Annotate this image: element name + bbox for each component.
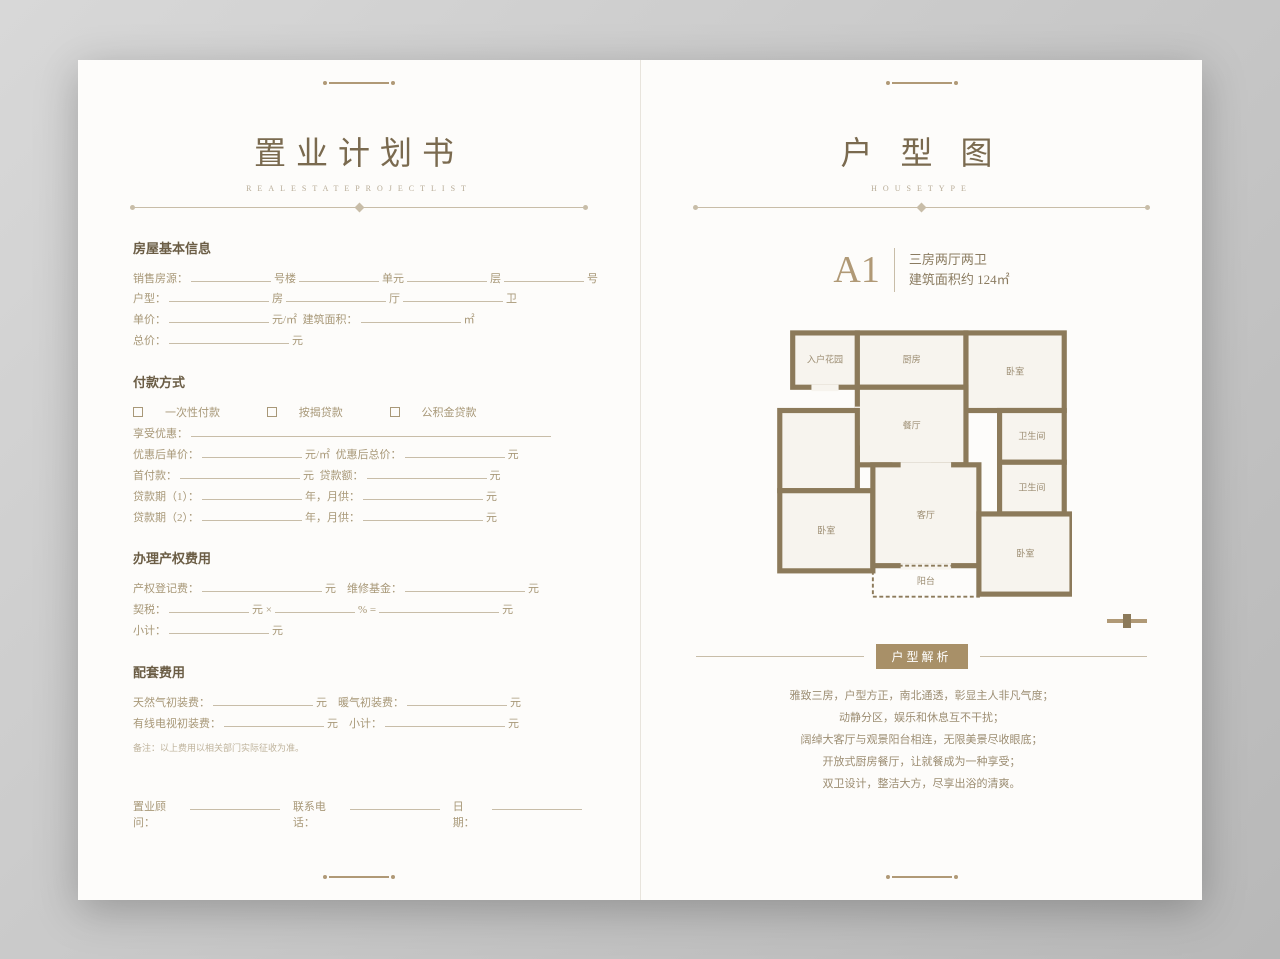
svg-text:卧室: 卧室 xyxy=(1006,365,1024,376)
description-line: 动静分区，娱乐和休息互不干扰； xyxy=(696,707,1147,729)
row-term1: 贷款期（1）：年，月供：元 xyxy=(133,487,585,508)
ornament-bottom xyxy=(329,876,389,878)
brochure-spread: 置业计划书 REALESTATEPROJECTLIST 房屋基本信息 销售房源：… xyxy=(78,60,1202,900)
svg-text:餐厅: 餐厅 xyxy=(902,419,920,430)
description-line: 开放式厨房餐厅，让就餐成为一种享受； xyxy=(696,751,1147,773)
row-tv-subtotal: 有线电视初装费：元 小计：元 xyxy=(133,714,585,735)
checkbox-icon[interactable] xyxy=(133,407,143,417)
unit-info: 三房两厅两卫 建筑面积约 124㎡ xyxy=(909,250,1010,289)
property-heading: 办理产权费用 xyxy=(133,548,585,567)
svg-text:卧室: 卧室 xyxy=(817,524,835,535)
basic-heading: 房屋基本信息 xyxy=(133,238,585,257)
row-total: 总价：元 xyxy=(133,331,585,352)
right-subtitle: HOUSETYPE xyxy=(696,184,1147,193)
footer-line: 置业顾问： 联系电话： 日期： xyxy=(133,798,585,830)
svg-text:厨房: 厨房 xyxy=(902,353,920,364)
svg-text:卧室: 卧室 xyxy=(1016,547,1034,558)
section-payment: 付款方式 一次性付款 按揭贷款 公积金贷款 享受优惠： 优惠后单价：元/㎡ 优惠… xyxy=(133,372,585,528)
rule-line xyxy=(696,207,1147,208)
payment-heading: 付款方式 xyxy=(133,372,585,391)
row-tax: 契税：元 ×% =元 xyxy=(133,600,585,621)
support-note: 备注：以上费用以相关部门实际征收为准。 xyxy=(133,741,585,754)
ornament-top xyxy=(329,82,389,84)
description-line: 双卫设计，整洁大方，尽享出浴的清爽。 xyxy=(696,773,1147,795)
unit-rooms: 三房两厅两卫 xyxy=(909,250,1010,270)
ornament-top xyxy=(892,82,952,84)
description-line: 阔绰大客厅与观景阳台相连，无限美景尽收眼底； xyxy=(696,729,1147,751)
svg-text:客厅: 客厅 xyxy=(916,508,934,519)
section-property: 办理产权费用 产权登记费：元 维修基金：元 契税：元 ×% =元 小计：元 xyxy=(133,548,585,642)
svg-text:入户花园: 入户花园 xyxy=(806,353,842,364)
row-source: 销售房源：号楼单元层号 xyxy=(133,269,585,290)
row-gas-heat: 天然气初装费：元 暖气初装费：元 xyxy=(133,693,585,714)
left-subtitle: REALESTATEPROJECTLIST xyxy=(133,184,585,193)
svg-text:卫生间: 卫生间 xyxy=(1018,429,1045,440)
description-line: 雅致三房，户型方正，南北通透，彰显主人非凡气度； xyxy=(696,685,1147,707)
payment-options: 一次性付款 按揭贷款 公积金贷款 xyxy=(133,403,585,424)
description-block: 雅致三房，户型方正，南北通透，彰显主人非凡气度；动静分区，娱乐和休息互不干扰；阔… xyxy=(696,685,1147,795)
row-discprice: 优惠后单价：元/㎡ 优惠后总价：元 xyxy=(133,445,585,466)
unit-code: A1 xyxy=(833,248,894,292)
analysis-badge: 户型解析 xyxy=(876,644,968,669)
section-support: 配套费用 天然气初装费：元 暖气初装费：元 有线电视初装费：元 小计：元 备注：… xyxy=(133,662,585,754)
unit-header: A1 三房两厅两卫 建筑面积约 124㎡ xyxy=(696,248,1147,292)
rule-line xyxy=(133,207,585,208)
floorplan-diagram: 入户花园厨房卧室餐厅卫生间卫生间卧室客厅卧室阳台 xyxy=(772,320,1072,604)
svg-text:阳台: 阳台 xyxy=(916,574,934,585)
right-page: 户 型 图 HOUSETYPE A1 三房两厅两卫 建筑面积约 124㎡ 入户花… xyxy=(640,60,1202,900)
row-subtotal: 小计：元 xyxy=(133,621,585,642)
checkbox-icon[interactable] xyxy=(267,407,277,417)
row-price: 单价：元/㎡ 建筑面积：㎡ xyxy=(133,310,585,331)
left-title: 置业计划书 xyxy=(133,128,585,174)
section-basic: 房屋基本信息 销售房源：号楼单元层号 户型：房厅卫 单价：元/㎡ 建筑面积：㎡ … xyxy=(133,238,585,353)
left-page: 置业计划书 REALESTATEPROJECTLIST 房屋基本信息 销售房源：… xyxy=(78,60,640,900)
checkbox-icon[interactable] xyxy=(390,407,400,417)
unit-area: 建筑面积约 124㎡ xyxy=(909,270,1010,290)
compass-icon xyxy=(1107,614,1147,628)
support-heading: 配套费用 xyxy=(133,662,585,681)
row-reg: 产权登记费：元 维修基金：元 xyxy=(133,579,585,600)
right-title: 户 型 图 xyxy=(696,128,1147,174)
row-term2: 贷款期（2）：年，月供：元 xyxy=(133,508,585,529)
row-discount: 享受优惠： xyxy=(133,424,585,445)
svg-text:卫生间: 卫生间 xyxy=(1018,481,1045,492)
ornament-bottom xyxy=(892,876,952,878)
row-type: 户型：房厅卫 xyxy=(133,289,585,310)
row-downloan: 首付款：元 贷款额：元 xyxy=(133,466,585,487)
badge-row: 户型解析 xyxy=(696,644,1147,669)
